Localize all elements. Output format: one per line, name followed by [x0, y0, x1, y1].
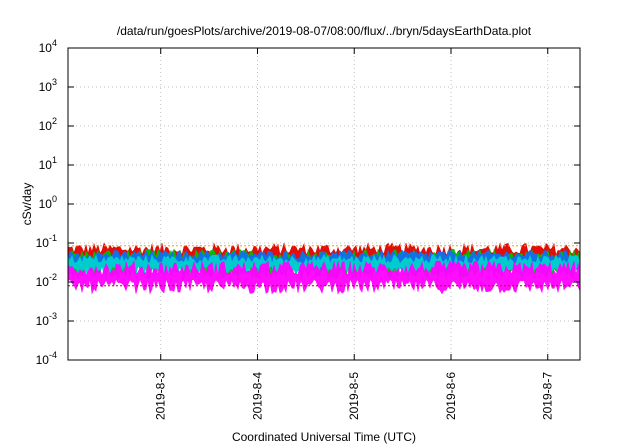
grid [68, 48, 580, 360]
x-tick-label: 2019-8-6 [444, 372, 458, 420]
x-axis: 2019-8-3 2019-8-4 2019-8-5 2019-8-6 2019-8-7 [154, 48, 555, 420]
y-tick-label: 100 [39, 194, 57, 211]
x-tick-label: 2019-8-4 [250, 372, 264, 420]
y-tick-label: 10-3 [36, 311, 57, 328]
x-tick-label: 2019-8-3 [154, 372, 168, 420]
y-tick-label: 10-2 [36, 272, 57, 289]
plot-area [67, 242, 581, 295]
y-tick-label: 103 [39, 77, 57, 94]
y-tick-label: 102 [39, 116, 57, 133]
chart-title: /data/run/goesPlots/archive/2019-08-07/0… [117, 24, 532, 38]
y-tick-label: 104 [39, 38, 57, 55]
y-tick-label: 10-4 [36, 350, 57, 367]
y-tick-label: 101 [39, 155, 57, 172]
y-axis-label: cSv/day [20, 183, 34, 226]
y-axis: 10-4 10-3 10-2 10-1 100 101 102 103 104 [36, 38, 580, 367]
x-tick-label: 2019-8-7 [541, 372, 555, 420]
x-tick-label: 2019-8-5 [347, 372, 361, 420]
x-axis-label: Coordinated Universal Time (UTC) [232, 430, 416, 444]
y-tick-label: 10-1 [36, 233, 57, 250]
